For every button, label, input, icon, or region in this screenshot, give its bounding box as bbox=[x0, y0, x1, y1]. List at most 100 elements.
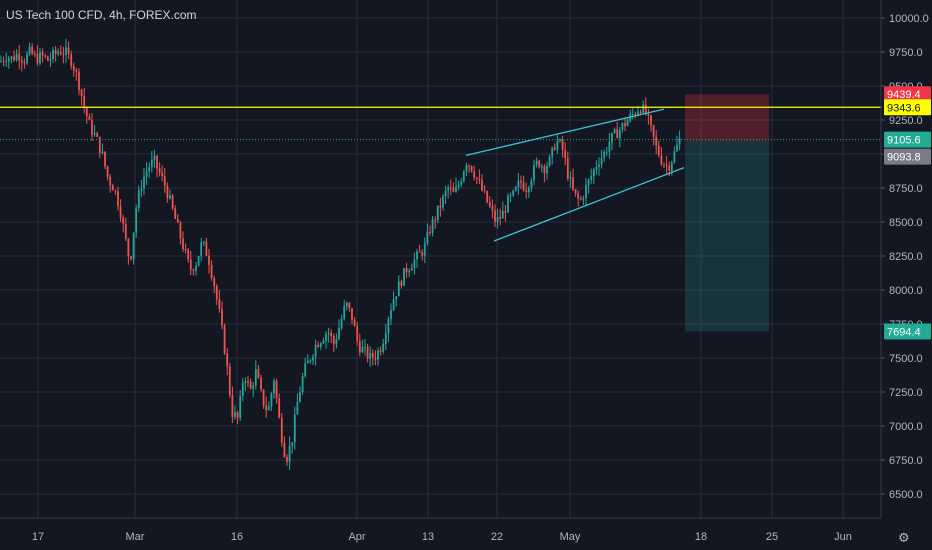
candle bbox=[280, 417, 283, 443]
candle bbox=[676, 144, 678, 152]
candle bbox=[161, 172, 164, 177]
candle bbox=[553, 147, 556, 150]
candle bbox=[234, 412, 236, 418]
candle bbox=[153, 155, 156, 160]
candle bbox=[187, 249, 190, 260]
candle bbox=[387, 318, 390, 334]
candle bbox=[93, 133, 96, 135]
candle bbox=[104, 151, 106, 167]
candle bbox=[137, 190, 140, 209]
candle bbox=[228, 366, 231, 396]
x-tick-label: Mar bbox=[126, 531, 145, 543]
x-tick-label: 25 bbox=[766, 531, 778, 543]
candle bbox=[517, 180, 520, 188]
candle bbox=[330, 332, 333, 336]
candle bbox=[527, 187, 530, 193]
candle bbox=[494, 210, 496, 222]
candle bbox=[626, 120, 629, 126]
candle bbox=[343, 306, 346, 319]
candles bbox=[0, 38, 681, 470]
candle bbox=[624, 123, 626, 126]
candle bbox=[33, 53, 36, 55]
candle bbox=[215, 286, 218, 300]
candle bbox=[140, 188, 143, 191]
candle bbox=[642, 104, 645, 113]
candle bbox=[20, 60, 23, 63]
candle bbox=[236, 412, 239, 418]
chart-title: US Tech 100 CFD, 4h, FOREX.com bbox=[6, 8, 197, 22]
candle bbox=[130, 256, 132, 259]
candle bbox=[218, 299, 221, 310]
candle bbox=[631, 114, 634, 116]
candle bbox=[312, 356, 314, 361]
x-tick-label: May bbox=[560, 531, 581, 543]
candle bbox=[447, 187, 450, 191]
candle bbox=[46, 56, 49, 61]
candle bbox=[78, 71, 80, 90]
price-label: 9093.8 bbox=[884, 148, 931, 165]
candle bbox=[546, 165, 548, 174]
grid bbox=[0, 0, 881, 518]
candle bbox=[156, 155, 158, 169]
candle bbox=[301, 376, 304, 393]
candle bbox=[462, 171, 465, 182]
candle bbox=[44, 55, 47, 57]
candle bbox=[429, 231, 431, 233]
settings-icon[interactable]: ⚙ bbox=[898, 531, 910, 546]
candle bbox=[10, 56, 13, 59]
candle bbox=[101, 151, 104, 154]
candle bbox=[579, 198, 582, 200]
candle bbox=[192, 269, 195, 271]
candle bbox=[293, 414, 296, 443]
candle bbox=[210, 265, 213, 279]
candle bbox=[117, 191, 119, 207]
candle bbox=[496, 217, 499, 222]
candle bbox=[39, 52, 41, 64]
candle bbox=[590, 176, 593, 180]
price-label-text: 7694.4 bbox=[887, 327, 921, 339]
candle bbox=[559, 139, 561, 142]
candle bbox=[205, 241, 208, 256]
candle bbox=[98, 136, 101, 154]
candle bbox=[371, 352, 374, 358]
candle bbox=[634, 114, 637, 116]
candle bbox=[566, 158, 569, 179]
x-tick-label: 13 bbox=[422, 531, 434, 543]
candle bbox=[65, 47, 67, 55]
candle bbox=[317, 344, 320, 347]
candle bbox=[358, 340, 361, 353]
candle bbox=[278, 398, 281, 418]
candle bbox=[332, 335, 335, 345]
candle bbox=[75, 70, 78, 72]
candle bbox=[41, 52, 44, 56]
candle bbox=[390, 310, 392, 319]
candle bbox=[257, 369, 260, 379]
candle bbox=[556, 141, 559, 150]
candle bbox=[434, 219, 437, 221]
price-label-text: 9439.4 bbox=[887, 89, 921, 101]
candle bbox=[598, 164, 600, 167]
candle bbox=[377, 350, 379, 360]
x-tick-label: Jun bbox=[834, 531, 852, 543]
candle bbox=[304, 363, 307, 377]
candle bbox=[119, 206, 122, 218]
candle bbox=[49, 59, 52, 61]
candle bbox=[254, 369, 257, 386]
candle bbox=[475, 177, 478, 179]
candle bbox=[665, 164, 668, 166]
x-tick-label: 22 bbox=[491, 531, 503, 543]
candle bbox=[504, 210, 507, 213]
price-label: 9343.6 bbox=[884, 99, 931, 116]
candle bbox=[283, 442, 286, 458]
candle bbox=[618, 129, 621, 139]
candle bbox=[319, 343, 322, 347]
candle bbox=[483, 190, 486, 192]
candle bbox=[379, 350, 382, 352]
candle bbox=[150, 159, 153, 168]
candle bbox=[535, 160, 538, 165]
candle bbox=[564, 149, 567, 159]
price-label-box bbox=[884, 99, 931, 116]
